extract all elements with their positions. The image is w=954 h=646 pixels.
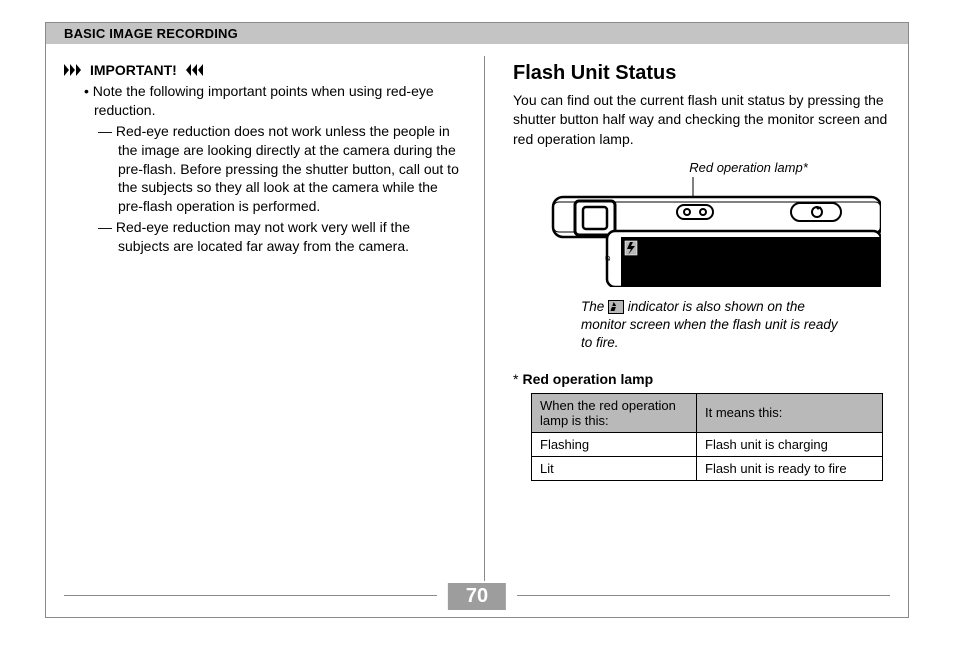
- section-header: BASIC IMAGE RECORDING: [46, 22, 908, 44]
- red-lamp-label: Red operation lamp*: [689, 160, 808, 175]
- important-callout: IMPORTANT!: [64, 62, 460, 78]
- camera-top-diagram-svg: ⌀: [513, 177, 881, 287]
- note-intro: • Note the following important points wh…: [84, 82, 460, 120]
- content-columns: IMPORTANT! • Note the following importan…: [64, 62, 908, 567]
- dash-item-2: — Red-eye reduction may not work very we…: [98, 218, 460, 256]
- table-row: Flashing Flash unit is charging: [532, 432, 883, 456]
- col2-header: It means this:: [697, 393, 883, 432]
- camera-diagram: Red operation lamp*: [513, 159, 894, 353]
- monitor-caption: The indicator is also shown on the monit…: [581, 298, 841, 353]
- important-label: IMPORTANT!: [90, 62, 177, 78]
- table-subheading: *Red operation lamp: [513, 371, 894, 387]
- right-intro: You can find out the current flash unit …: [513, 91, 894, 149]
- lamp-label-row: Red operation lamp*: [513, 159, 894, 177]
- dash-1-text: Red-eye reduction does not work unless t…: [116, 123, 459, 215]
- page-number-box: 70: [448, 583, 506, 609]
- left-column: IMPORTANT! • Note the following importan…: [64, 62, 484, 567]
- row2-c2: Flash unit is ready to fire: [697, 456, 883, 480]
- svg-text:⌀: ⌀: [602, 255, 612, 261]
- table-row: Lit Flash unit is ready to fire: [532, 456, 883, 480]
- dash-item-1: — Red-eye reduction does not work unless…: [98, 122, 460, 216]
- dash-2-text: Red-eye reduction may not work very well…: [116, 219, 410, 254]
- col1-header: When the red operation lamp is this:: [532, 393, 697, 432]
- row1-c1: Flashing: [532, 432, 697, 456]
- asterisk-icon: *: [513, 371, 518, 387]
- page-frame: BASIC IMAGE RECORDING IMPORTANT! • Note …: [45, 22, 909, 618]
- table-header-row: When the red operation lamp is this: It …: [532, 393, 883, 432]
- section-title: BASIC IMAGE RECORDING: [64, 26, 238, 41]
- note-intro-text: Note the following important points when…: [93, 83, 434, 118]
- triangle-right-icon: [64, 64, 84, 76]
- page-number: 70: [448, 583, 506, 610]
- right-column: Flash Unit Status You can find out the c…: [485, 62, 908, 567]
- table-title-text: Red operation lamp: [522, 371, 653, 387]
- row1-c2: Flash unit is charging: [697, 432, 883, 456]
- triangle-left-icon: [183, 64, 203, 76]
- caption-a: The: [581, 299, 608, 314]
- right-heading: Flash Unit Status: [513, 62, 894, 85]
- lamp-status-table: When the red operation lamp is this: It …: [531, 393, 883, 481]
- row2-c1: Lit: [532, 456, 697, 480]
- flash-icon: [608, 300, 624, 314]
